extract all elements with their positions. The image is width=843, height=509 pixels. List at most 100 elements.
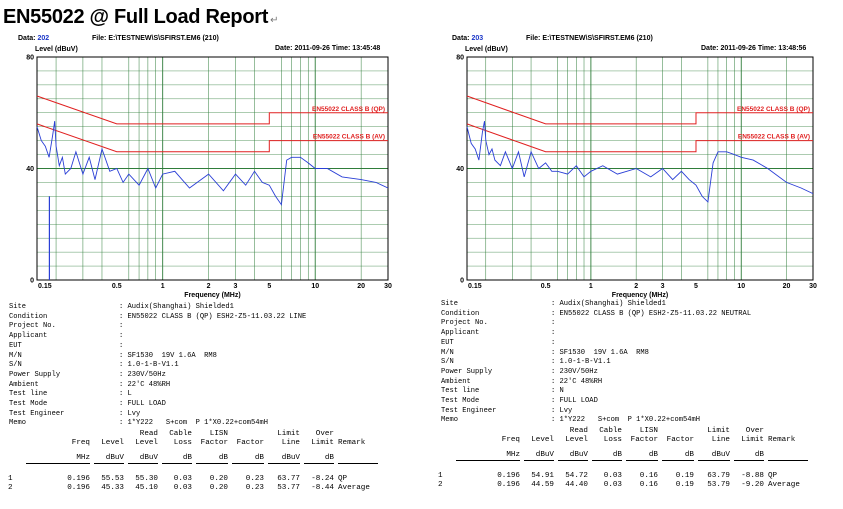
info-value: : L — [119, 390, 132, 399]
table-cell-lisn: 0.16 — [639, 472, 658, 480]
info-value: : Audix(Shanghai) Shielded1 — [551, 300, 666, 308]
column-header: Factor — [236, 439, 264, 447]
x-tick-label: 0.15 — [38, 283, 52, 290]
info-row: Memo: 1*Y222 S+com P 1*X0.22+com54mH — [9, 419, 306, 429]
info-value: : — [551, 338, 556, 347]
info-value: : FULL LOAD — [119, 400, 166, 409]
units-underline — [8, 463, 418, 464]
y-axis-label: Level (dBuV) — [35, 46, 78, 53]
info-value: : — [119, 322, 124, 331]
column-header: Cable — [169, 430, 192, 438]
x-tick-label: 30 — [384, 283, 392, 290]
panel-line: Data: 202 File: E:\TESTNEW\S\SFIRST.EM6 … — [8, 35, 418, 492]
x-tick-label: 10 — [311, 283, 319, 290]
column-header: Cable — [599, 427, 622, 435]
table-cell-remark: QP — [768, 472, 778, 480]
x-tick-label: 1 — [161, 283, 165, 290]
table-cell-over: -8.88 — [741, 472, 764, 480]
info-row: Ambient : 22'C 48%RH — [441, 378, 751, 388]
column-header: Freq — [501, 436, 520, 444]
x-tick-label: 20 — [783, 283, 791, 290]
info-key: Project No. — [9, 322, 56, 331]
y-tick-label: 40 — [26, 166, 34, 173]
underline-segment — [196, 463, 228, 464]
underline-segment — [232, 463, 264, 464]
info-value: : 1.0-1-B-V1.1 — [551, 358, 611, 367]
x-tick-label: 0.5 — [112, 283, 122, 290]
info-key: Ambient — [9, 380, 39, 389]
unit-cell: dBuV — [569, 451, 588, 459]
column-header: Level — [101, 439, 124, 447]
column-header — [334, 430, 382, 439]
column-header — [438, 436, 452, 445]
limit-line-av — [36, 123, 388, 153]
underline-segment — [456, 460, 520, 461]
info-row: EUT: — [9, 342, 306, 352]
results-table: Read Cable LISN Limit Over Freq Level Level Loss… — [8, 430, 418, 492]
date-time: Date: 2011-09-26 Time: 13:45:48 — [275, 45, 381, 52]
column-header — [90, 430, 124, 439]
info-row: Test Engineer: Lvy — [441, 407, 751, 417]
table-cell-cable: 0.03 — [603, 472, 622, 480]
column-header: LISN — [209, 430, 228, 438]
underline-segment — [558, 460, 588, 461]
column-header — [22, 430, 90, 439]
info-key: Site — [441, 300, 459, 308]
unit-cell: dB — [648, 451, 658, 459]
emission-chart: Level (dBuV) 0 40 80 0.15 0.5 1 2 3 5 10 20 30 Freque… — [456, 46, 817, 299]
unit-cell: dB — [324, 454, 334, 462]
underline-segment — [698, 460, 730, 461]
table-cell-read: 54.72 — [565, 472, 588, 480]
y-tick-label: 0 — [460, 278, 464, 285]
data-id: Data: 203 — [452, 35, 484, 42]
info-row: Site : Audix(Shanghai) Shielded1 — [441, 300, 751, 310]
info-row: Applicant: — [9, 332, 306, 342]
x-tick-label: 3 — [661, 283, 665, 290]
table-cell-freq: 0.196 — [67, 483, 90, 492]
column-header: Factor — [630, 436, 658, 444]
table-cell-limit: 53.77 — [277, 483, 300, 492]
column-header: Factor — [666, 436, 694, 444]
info-value: : 230V/50Hz — [119, 370, 166, 379]
info-row: Condition: EN55022 CLASS B (QP) ESH2-Z5-… — [441, 310, 751, 320]
column-header: Level — [565, 436, 588, 444]
unit-cell: dBuV — [139, 454, 158, 462]
info-key: Ambient — [441, 377, 471, 386]
table-cell-limit: 63.79 — [707, 472, 730, 480]
info-value: : Audix(Shanghai) Shielded1 — [119, 303, 234, 311]
level-trace — [466, 121, 814, 203]
underline-segment — [626, 460, 658, 461]
info-row: Test line: L — [9, 390, 306, 400]
table-cell-over: -8.44 — [311, 483, 334, 492]
info-key: Test Engineer — [441, 406, 497, 415]
units-row: MHz dBuV dBuV dB dB dB dBuV dB — [438, 451, 842, 460]
info-row: Ambient: 22'C 48%RH — [9, 381, 306, 391]
table-cell-no: 1 — [438, 472, 443, 480]
report-title: EN55022 @ Full Load Report ↵ — [3, 6, 279, 28]
info-value: : — [119, 332, 124, 341]
table-cell-factor: 0.19 — [675, 472, 694, 480]
test-info: Site : Audix(Shanghai) Shielded1 Condition… — [441, 300, 751, 426]
info-value: : 22'C 48%RH — [551, 377, 603, 386]
table-cell-level: 55.53 — [101, 475, 124, 483]
limit-line-av — [466, 123, 813, 153]
info-key: M/N — [9, 351, 22, 360]
table-header-row: Freq Level Level Loss Factor Factor Line Limit R… — [8, 439, 418, 448]
table-cell-level: 44.59 — [531, 480, 554, 489]
column-header — [520, 427, 554, 436]
underline-segment — [442, 460, 452, 461]
table-cell-level: 45.33 — [101, 483, 124, 492]
info-value: : SF1530 19V 1.6A RM8 — [119, 351, 217, 360]
unit-cell — [334, 454, 382, 463]
info-row: M/N : SF1530 19V 1.6A RM8 — [9, 352, 306, 362]
info-value: : 230V/50Hz — [551, 367, 598, 376]
results-table: Read Cable LISN Limit Over Freq Level Level Loss… — [438, 427, 842, 489]
x-tick-label: 10 — [737, 283, 745, 290]
info-row: S/N: 1.0-1-B-V1.1 — [441, 358, 751, 368]
plot-frame — [466, 56, 814, 281]
info-value: : N — [551, 387, 564, 396]
column-header: Remark — [768, 436, 796, 444]
table-row: 1 0.196 54.91 54.72 0.03 0.16 0.19 63.79 -8.88 QP — [438, 472, 842, 481]
column-header: Read — [139, 430, 158, 438]
underline-segment — [94, 463, 124, 464]
